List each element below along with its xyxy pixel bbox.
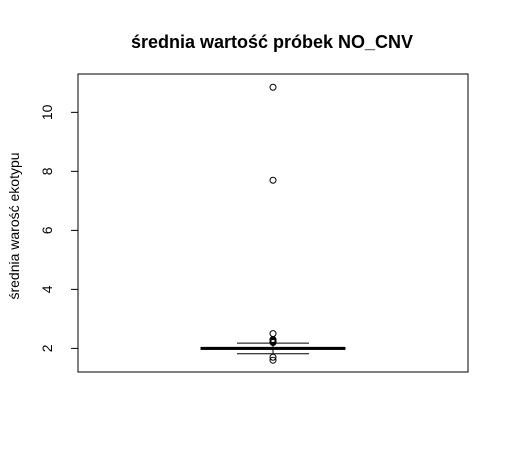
outlier-points [269,83,277,364]
outlier-point [269,330,277,338]
y-tick-label: 6 [39,226,55,234]
y-tick-label: 2 [39,344,55,352]
y-tick-label: 4 [39,285,55,293]
y-axis: 2 4 6 8 10 [39,104,79,352]
y-axis-label: średnia warość ekotypu [6,152,22,299]
outlier-point [269,83,277,91]
outlier-point [269,338,277,346]
chart-title: średnia wartość próbek NO_CNV [131,32,413,52]
outlier-point [269,353,277,361]
y-tick-label: 8 [39,167,55,175]
outlier-point [269,356,277,364]
outlier-point [269,176,277,184]
box-plot [200,342,346,355]
plot-frame [77,73,469,373]
y-tick-label: 10 [39,104,55,120]
